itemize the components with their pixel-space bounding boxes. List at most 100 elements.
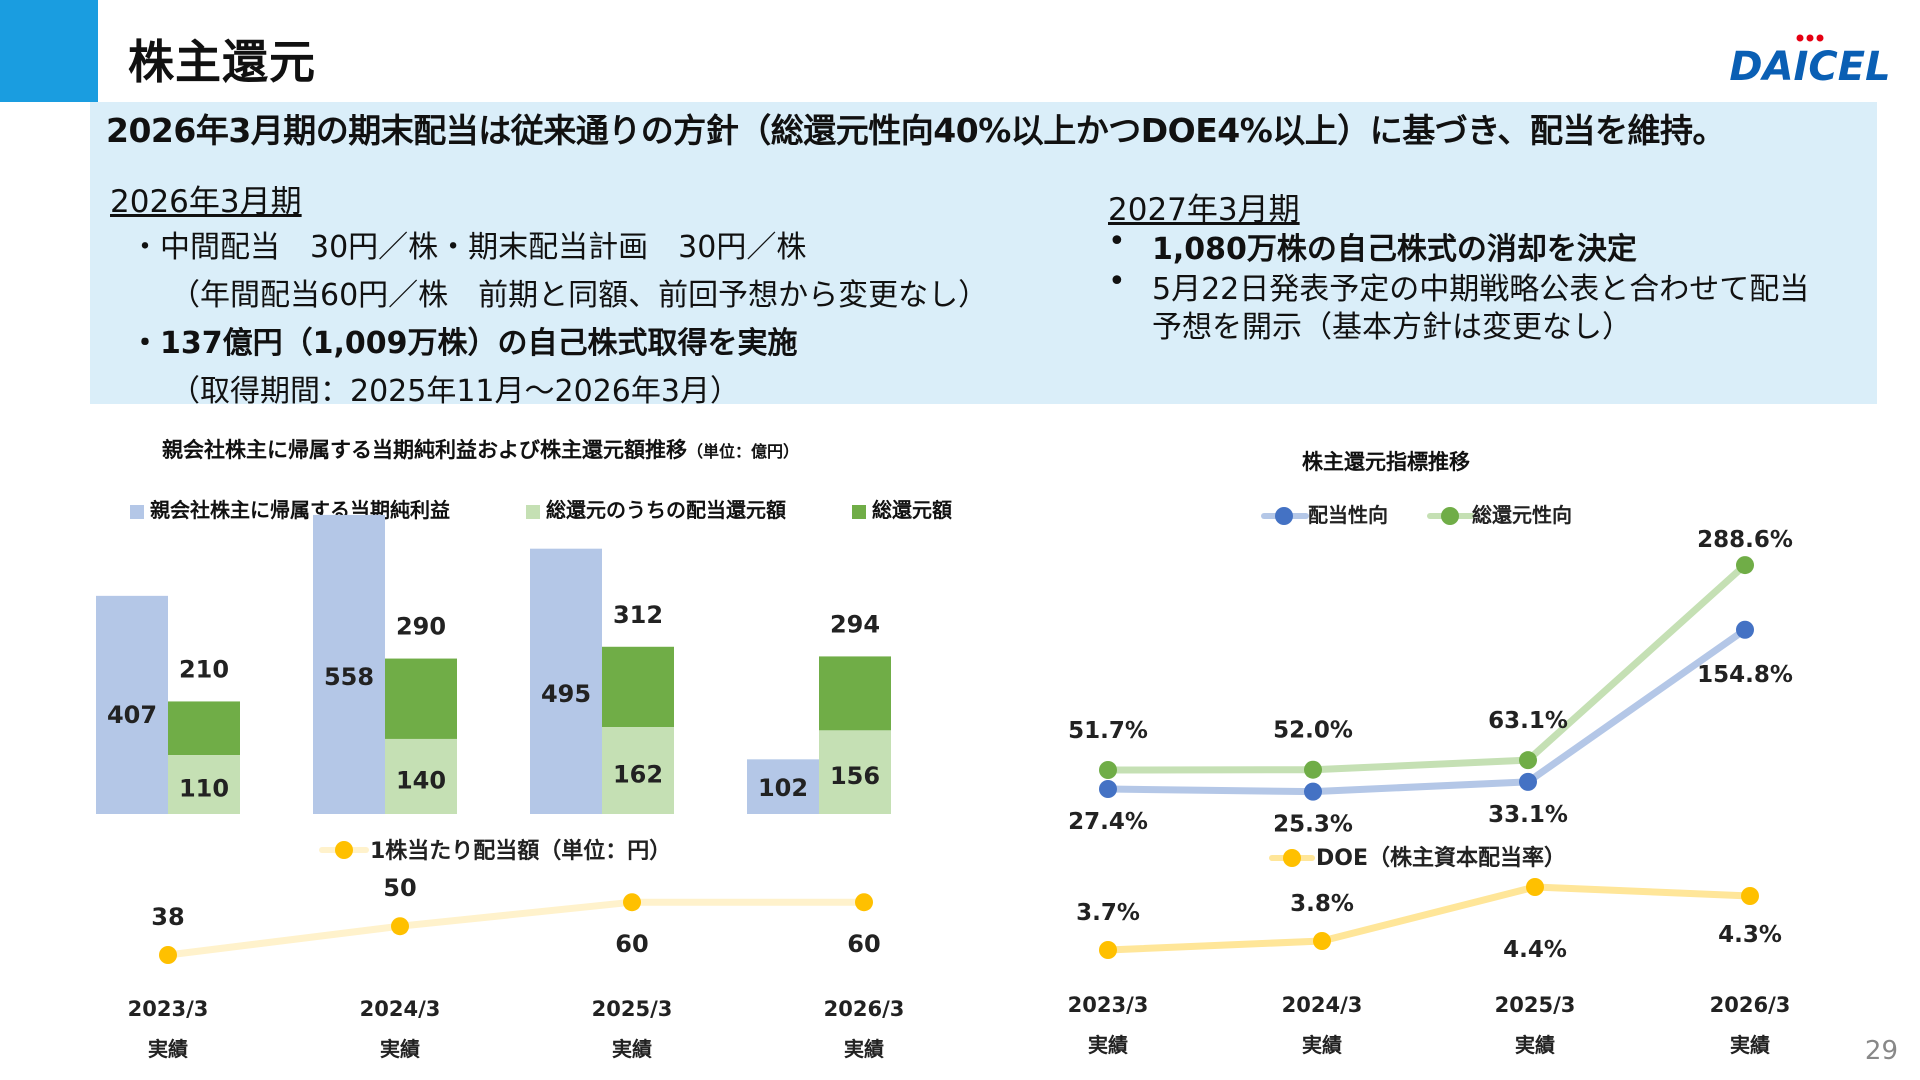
doe-point <box>1526 878 1544 896</box>
dps-point <box>855 893 873 912</box>
label-dividend: 140 <box>396 766 446 794</box>
category-label: 2024/3 <box>360 997 441 1021</box>
left-section-title: 2026年3月期 <box>110 184 302 220</box>
right-bullet-2: • <box>1108 264 1126 299</box>
left-line-2: （年間配当60円／株 前期と同額、前回予想から変更なし） <box>170 278 989 313</box>
right-section-title: 2027年3月期 <box>1108 192 1300 228</box>
payout-label: 154.8% <box>1697 662 1793 688</box>
legend-swatch <box>852 504 866 519</box>
category-label: 2023/3 <box>1068 993 1149 1017</box>
bar-chart-title: 親会社株主に帰属する当期純利益および株主還元額推移（単位：億円） <box>162 434 799 464</box>
category-sub-label: 実績 <box>1088 1033 1128 1057</box>
right-line-3: 予想を開示（基本方針は変更なし） <box>1152 310 1632 345</box>
bar-total-return <box>168 701 240 756</box>
label-total-return: 312 <box>613 601 663 629</box>
logo-dot <box>1816 34 1824 42</box>
doe-series-line <box>1104 883 1754 954</box>
left-line-4: （取得期間：2025年11月～2026年3月） <box>170 374 740 409</box>
doe-point <box>1313 932 1331 950</box>
dps-point <box>159 946 177 964</box>
logo-dot <box>1806 34 1814 42</box>
dps-label: 60 <box>615 930 648 958</box>
payout-series-line <box>1104 626 1749 796</box>
label-dividend: 110 <box>179 775 229 803</box>
doe-label: 3.7% <box>1076 900 1140 926</box>
legend-dps-point <box>335 841 353 859</box>
payout-point <box>1519 772 1537 791</box>
legend-total-return: 総還元額 <box>852 494 952 523</box>
category-label: 2024/3 <box>1282 993 1363 1017</box>
total-ratio-label: 63.1% <box>1488 708 1568 734</box>
legend-total-ratio-label: 総還元性向 <box>1472 503 1572 527</box>
dps-point <box>623 893 641 912</box>
dps-label: 38 <box>151 903 184 931</box>
left-line-3: ・137億円（1,009万株）の自己株式取得を実施 <box>130 326 798 361</box>
payout-label: 25.3% <box>1273 812 1353 838</box>
right-line-1: 1,080万株の自己株式の消却を決定 <box>1152 232 1637 267</box>
legend-payout-point <box>1275 507 1293 525</box>
left-charts: 407 110 210 558 140 290 495 162 312 102 156 294 1株当… <box>96 514 905 1061</box>
legend-swatch <box>130 504 144 519</box>
bar-dividend <box>168 755 240 814</box>
dps-point <box>391 917 409 936</box>
doe-label: 4.3% <box>1718 922 1782 948</box>
legend-payout-label: 配当性向 <box>1308 503 1388 527</box>
dps-label: 50 <box>383 874 416 902</box>
category-label: 2025/3 <box>592 997 673 1021</box>
payout-point <box>1099 780 1117 798</box>
legend-label: 総還元額 <box>872 498 952 522</box>
category-label: 2025/3 <box>1495 993 1576 1017</box>
label-total-return: 290 <box>396 613 446 641</box>
bar-net-income <box>96 595 168 814</box>
bar-net-income <box>313 514 385 814</box>
total-ratio-point <box>1736 556 1754 575</box>
dps-label: 60 <box>847 930 880 958</box>
right-charts: 配当性向 総還元性向 51.7% 52.0% 63.1% 288.6% 27.4% 25.3… <box>1068 503 1793 1057</box>
dps-series-line <box>164 898 868 959</box>
headline: 2026年3月期の期末配当は従来通りの方針（総還元性向40%以上かつDOE4%以… <box>106 111 1726 150</box>
total-ratio-point <box>1099 761 1117 779</box>
category-sub-label: 実績 <box>1515 1033 1555 1057</box>
category-sub-label: 実績 <box>148 1037 188 1061</box>
category-label: 2023/3 <box>128 997 209 1021</box>
total-ratio-point <box>1519 751 1537 770</box>
legend-doe-label: DOE（株主資本配当率） <box>1316 845 1566 871</box>
label-total-return: 210 <box>179 655 229 683</box>
category-sub-label: 実績 <box>612 1037 652 1061</box>
legend-doe-point <box>1283 849 1301 867</box>
legend-swatch <box>526 504 540 519</box>
category-label: 2026/3 <box>824 997 905 1021</box>
label-net-income: 558 <box>324 663 374 691</box>
legend-label: 総還元のうちの配当還元額 <box>546 498 786 522</box>
bar-total-return <box>819 656 891 731</box>
page-number: 29 <box>1864 1036 1898 1066</box>
label-dividend: 162 <box>613 761 663 789</box>
logo-dot <box>1796 34 1804 42</box>
doe-label: 3.8% <box>1290 891 1354 917</box>
label-net-income: 495 <box>541 680 591 708</box>
category-sub-label: 実績 <box>380 1037 420 1061</box>
left-line-1: ・中間配当 30円／株・期末配当計画 30円／株 <box>130 230 807 265</box>
bar-net-income <box>530 548 602 814</box>
legend-dps-label: 1株当たり配当額（単位：円） <box>370 838 671 864</box>
label-total-return: 294 <box>830 610 880 638</box>
bar-chart-title-text: 親会社株主に帰属する当期純利益および株主還元額推移 <box>162 438 687 462</box>
total-ratio-label: 288.6% <box>1697 527 1793 553</box>
category-label: 2026/3 <box>1710 993 1791 1017</box>
total-ratio-point <box>1304 760 1322 779</box>
category-sub-label: 実績 <box>844 1037 884 1061</box>
total-ratio-series-line <box>1104 561 1749 774</box>
category-sub-label: 実績 <box>1302 1033 1342 1057</box>
legend-net-income: 親会社株主に帰属する当期純利益 <box>130 494 450 523</box>
payout-label: 27.4% <box>1068 809 1148 835</box>
total-ratio-label: 52.0% <box>1273 718 1353 744</box>
doe-point <box>1099 941 1117 959</box>
payout-point <box>1736 620 1754 639</box>
bar-net-income <box>747 759 819 814</box>
label-net-income: 102 <box>758 774 808 802</box>
logo-text: DAICEL <box>1729 44 1890 84</box>
doe-point <box>1741 887 1759 905</box>
doe-label: 4.4% <box>1503 937 1567 963</box>
right-line-2: 5月22日発表予定の中期戦略公表と合わせて配当 <box>1152 272 1810 307</box>
label-dividend: 156 <box>830 762 880 790</box>
